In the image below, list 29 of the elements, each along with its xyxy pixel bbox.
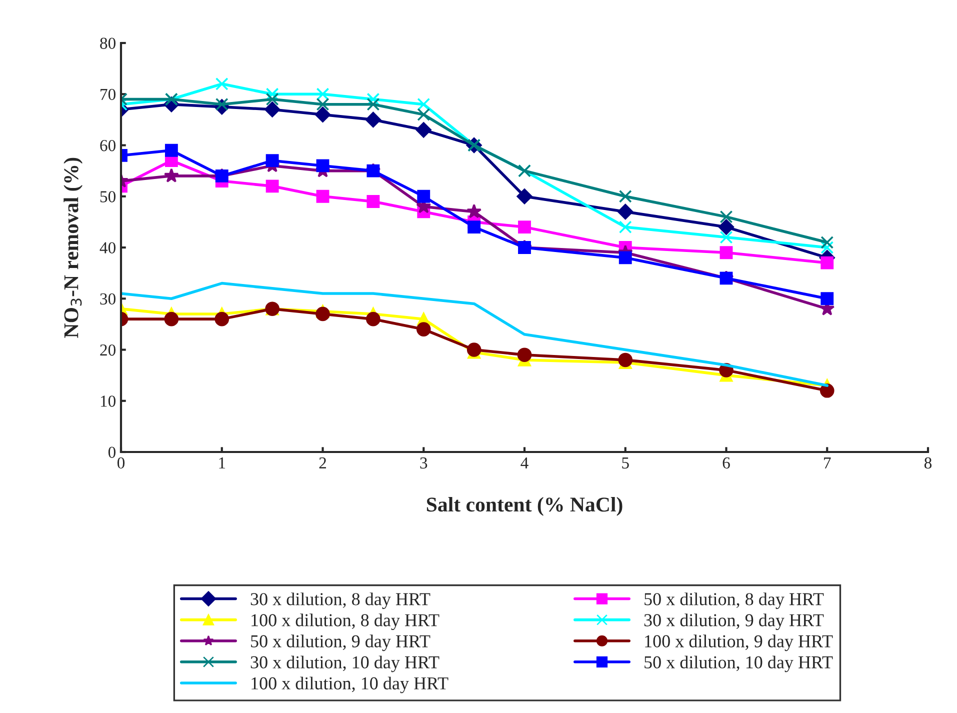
legend-label: 30 x dilution, 10 day HRT (250, 656, 440, 672)
y-axis-title: NO$_{3}$-N removal (%) (64, 158, 83, 338)
x-tick-label: 5 (622, 458, 629, 469)
y-tick-label: 50 (100, 191, 116, 202)
legend-label: 30 x dilution, 9 day HRT (644, 614, 824, 630)
y-tick-label: 10 (100, 396, 116, 407)
legend-label: 30 x dilution, 8 day HRT (250, 592, 430, 609)
x-tick-label: 2 (319, 457, 326, 468)
legend-label: 50 x dilution, 8 day HRT (644, 592, 824, 609)
y-tick-label: 30 (100, 293, 116, 305)
legend-label: 50 x dilution, 10 day HRT (644, 656, 833, 672)
y-tick-label: 0 (108, 446, 116, 458)
y-tick-label: 70 (100, 88, 116, 100)
x-tick-label: 7 (824, 458, 831, 468)
x-tick-label: 3 (420, 457, 428, 469)
x-tick-label: 8 (924, 457, 932, 469)
x-tick-label: 6 (722, 457, 730, 469)
legend-label: 50 x dilution, 9 day HRT (251, 634, 430, 652)
y-tick-label: 40 (100, 242, 116, 254)
x-tick-label: 1 (219, 457, 226, 468)
legend-label: 100 x dilution, 8 day HRT (252, 614, 440, 630)
legend-label: 100 x dilution, 10 day HRT (252, 676, 448, 694)
y-tick-label: 20 (100, 344, 116, 356)
y-tick-label: 60 (100, 140, 116, 152)
x-tick-label: 4 (520, 457, 528, 468)
x-tick-label: 0 (117, 457, 125, 469)
legend-label: 100 x dilution, 9 day HRT (645, 634, 833, 652)
x-axis-title: Salt content (% NaCl) (426, 496, 622, 516)
y-tick-label: 80 (100, 38, 116, 49)
